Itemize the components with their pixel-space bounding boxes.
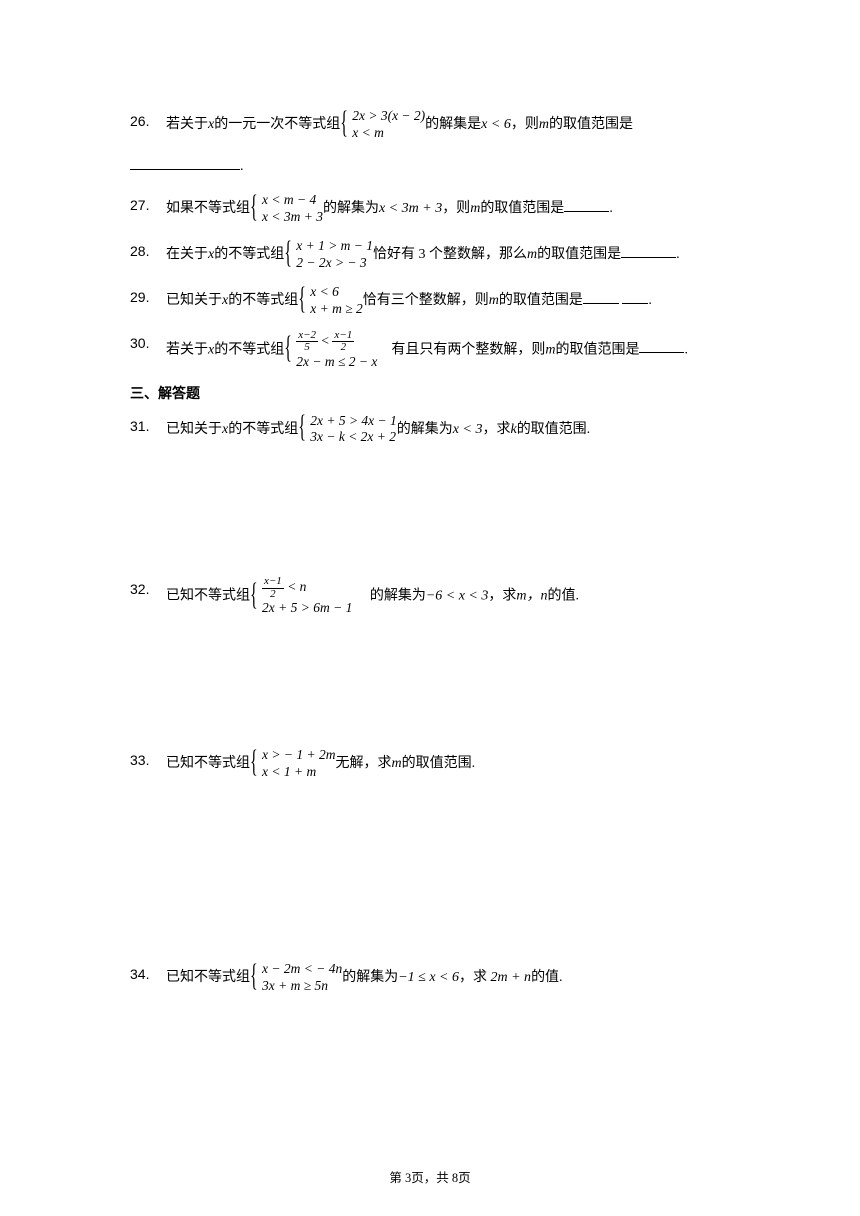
question-number: 34. <box>130 961 166 988</box>
blank-underline <box>130 156 240 170</box>
question-text: 在关于x的不等式组x + 1 > m − 12 − 2x > − 3恰好有 3 … <box>166 238 730 272</box>
blank-underline <box>564 198 609 212</box>
question-text: 若关于x的不等式组x−25 < x−122x − m ≤ 2 − x 有且只有两… <box>166 330 730 371</box>
question-34: 34. 已知不等式组x − 2m < − 4n3x + m ≥ 5n的解集为−1… <box>130 961 730 995</box>
section-heading: 三、解答题 <box>130 383 730 403</box>
question-31: 31. 已知关于x的不等式组2x + 5 > 4x − 13x − k < 2x… <box>130 413 730 447</box>
question-number: 31. <box>130 413 166 440</box>
blank-underline <box>621 244 676 258</box>
inequality-system: x < m − 4x < 3m + 3 <box>250 192 323 226</box>
inequality-system: 2x + 5 > 4x − 13x − k < 2x + 2 <box>298 413 397 447</box>
question-33: 33. 已知不等式组x > − 1 + 2mx < 1 + m无解，求m的取值范… <box>130 747 730 781</box>
question-number: 27. <box>130 192 166 219</box>
question-number: 26. <box>130 108 166 135</box>
question-26: 26. 若关于x的一元一次不等式组2x > 3(x − 2)x < m的解集是x… <box>130 108 730 142</box>
blank-underline <box>622 290 648 304</box>
fraction: x−25 <box>296 330 318 354</box>
question-text: 已知不等式组x−12 < n2x + 5 > 6m − 1 的解集为−6 < x… <box>166 576 730 617</box>
fraction: x−12 <box>262 576 284 600</box>
blank-underline <box>583 290 619 304</box>
blank-underline <box>639 339 684 353</box>
inequality-system: x−12 < n2x + 5 > 6m − 1 <box>250 576 352 617</box>
question-28: 28. 在关于x的不等式组x + 1 > m − 12 − 2x > − 3恰好… <box>130 238 730 272</box>
page-footer: 第 3页，共 8页 <box>0 1167 860 1186</box>
question-text: 已知关于x的不等式组x < 6x + m ≥ 2恰有三个整数解，则m的取值范围是… <box>166 284 730 318</box>
answer-blank-line: . <box>130 154 730 181</box>
question-29: 29. 已知关于x的不等式组x < 6x + m ≥ 2恰有三个整数解，则m的取… <box>130 284 730 318</box>
question-text: 已知不等式组x > − 1 + 2mx < 1 + m无解，求m的取值范围. <box>166 747 730 781</box>
inequality-system: 2x > 3(x − 2)x < m <box>340 108 425 142</box>
question-30: 30. 若关于x的不等式组x−25 < x−122x − m ≤ 2 − x 有… <box>130 330 730 371</box>
question-text: 若关于x的一元一次不等式组2x > 3(x − 2)x < m的解集是x < 6… <box>166 108 730 142</box>
question-number: 32. <box>130 576 166 603</box>
question-text: 已知关于x的不等式组2x + 5 > 4x − 13x − k < 2x + 2… <box>166 413 730 447</box>
question-number: 33. <box>130 747 166 774</box>
inequality-system: x − 2m < − 4n3x + m ≥ 5n <box>250 961 342 995</box>
inequality-system: x + 1 > m − 12 − 2x > − 3 <box>284 238 373 272</box>
question-text: 已知不等式组x − 2m < − 4n3x + m ≥ 5n的解集为−1 ≤ x… <box>166 961 730 995</box>
question-number: 30. <box>130 330 166 357</box>
question-text: 如果不等式组x < m − 4x < 3m + 3的解集为x < 3m + 3，… <box>166 192 730 226</box>
question-27: 27. 如果不等式组x < m − 4x < 3m + 3的解集为x < 3m … <box>130 192 730 226</box>
fraction: x−12 <box>332 330 354 354</box>
question-32: 32. 已知不等式组x−12 < n2x + 5 > 6m − 1 的解集为−6… <box>130 576 730 617</box>
question-number: 28. <box>130 238 166 265</box>
inequality-system: x−25 < x−122x − m ≤ 2 − x <box>284 330 377 371</box>
inequality-system: x > − 1 + 2mx < 1 + m <box>250 747 335 781</box>
inequality-system: x < 6x + m ≥ 2 <box>298 284 363 318</box>
question-number: 29. <box>130 284 166 311</box>
